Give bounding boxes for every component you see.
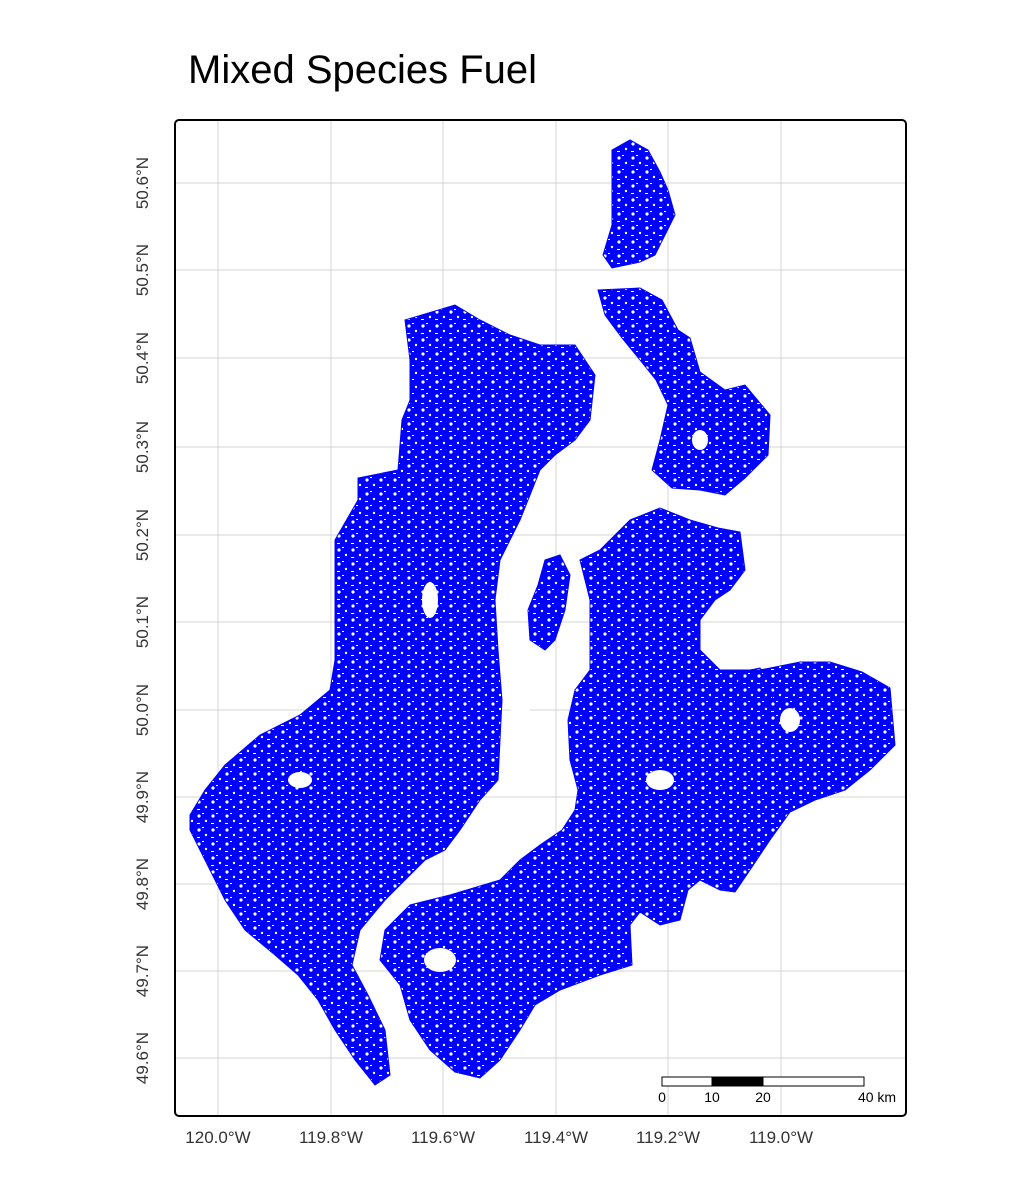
fuel-gaps bbox=[288, 430, 800, 972]
y-tick-label: 49.9°N bbox=[133, 771, 152, 823]
y-tick-label: 50.1°N bbox=[133, 596, 152, 648]
y-tick-label: 50.4°N bbox=[133, 332, 152, 384]
scale-bar-segment bbox=[661, 1076, 713, 1087]
scale-label: 10 bbox=[704, 1089, 720, 1105]
x-tick-label: 119.4°W bbox=[524, 1128, 588, 1147]
y-tick-label: 50.0°N bbox=[133, 684, 152, 736]
y-tick-label: 50.5°N bbox=[133, 244, 152, 296]
y-tick-label: 49.7°N bbox=[133, 945, 152, 997]
x-tick-label: 119.8°W bbox=[299, 1128, 363, 1147]
fuel-polygon bbox=[189, 139, 896, 1086]
y-axis: 49.6°N 49.7°N 49.8°N 49.9°N 50.0°N 50.1°… bbox=[133, 157, 152, 1084]
y-tick-label: 49.6°N bbox=[133, 1032, 152, 1084]
x-tick-label: 119.2°W bbox=[636, 1128, 700, 1147]
map-title: Mixed Species Fuel bbox=[188, 48, 538, 92]
x-axis: 120.0°W 119.8°W 119.6°W 119.4°W 119.2°W … bbox=[185, 1128, 813, 1147]
x-tick-label: 119.0°W bbox=[749, 1128, 813, 1147]
map-frame bbox=[174, 119, 907, 1117]
scale-label: 20 bbox=[755, 1089, 771, 1105]
x-tick-label: 119.6°W bbox=[411, 1128, 475, 1147]
fuel-region bbox=[189, 139, 896, 1086]
y-tick-label: 49.8°N bbox=[133, 858, 152, 910]
scale-bar-segment bbox=[762, 1076, 865, 1087]
scale-bar-segment bbox=[711, 1076, 764, 1087]
y-tick-label: 50.3°N bbox=[133, 421, 152, 473]
scale-label: 0 bbox=[658, 1089, 666, 1105]
scale-label: 40 km bbox=[858, 1089, 896, 1105]
y-tick-label: 50.2°N bbox=[133, 509, 152, 561]
scale-bar: 0 10 20 40 km bbox=[658, 1076, 896, 1105]
y-tick-label: 50.6°N bbox=[133, 157, 152, 209]
x-tick-label: 120.0°W bbox=[185, 1128, 250, 1147]
